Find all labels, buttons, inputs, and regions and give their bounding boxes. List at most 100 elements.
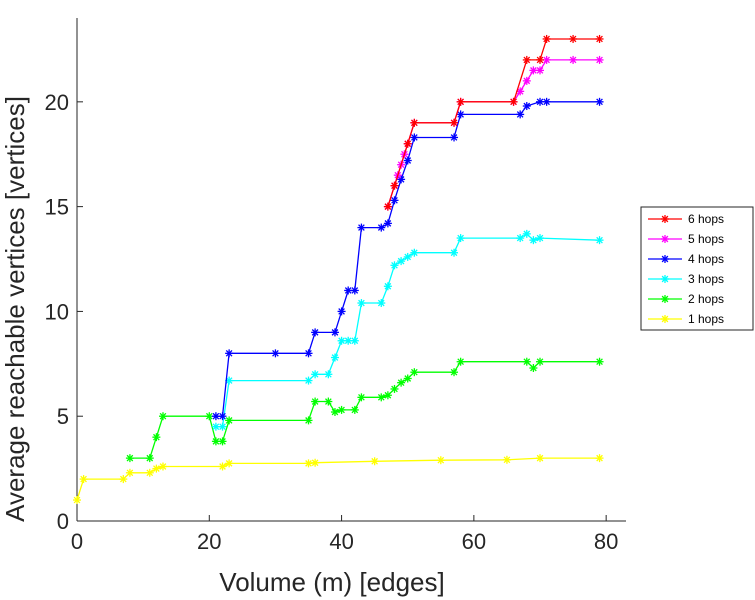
data-point [330, 408, 339, 417]
series-6-hops [383, 34, 604, 211]
data-point [522, 229, 531, 238]
series-4-hops [211, 97, 604, 421]
legend-entry: 4 hops [648, 252, 724, 266]
data-point [450, 133, 459, 142]
data-point [450, 368, 459, 377]
data-point [152, 433, 161, 442]
data-point [410, 118, 419, 127]
data-point [344, 286, 353, 295]
data-point [145, 468, 154, 477]
data-point [337, 405, 346, 414]
data-point [304, 376, 313, 385]
data-point [522, 55, 531, 64]
data-point [595, 357, 604, 366]
data-point [218, 437, 227, 446]
data-point [370, 457, 379, 466]
data-point [158, 462, 167, 471]
data-point [218, 462, 227, 471]
legend-entry: 3 hops [648, 272, 724, 286]
data-point [529, 236, 538, 245]
data-point [383, 391, 392, 400]
data-point [595, 97, 604, 106]
data-point [125, 454, 134, 463]
data-point [383, 202, 392, 211]
plot-area: 0 20 40 60 80 0 5 10 15 20 [45, 18, 626, 554]
legend-swatch-marker [661, 275, 669, 283]
series-line [387, 59, 600, 207]
x-tick-label: 40 [329, 529, 353, 554]
legend-swatch-marker [661, 255, 669, 263]
data-point [145, 454, 154, 463]
data-point [403, 139, 412, 148]
data-point [377, 393, 386, 402]
data-point [377, 299, 386, 308]
data-point [225, 416, 234, 425]
data-point [403, 156, 412, 165]
x-tick-label: 0 [71, 529, 83, 554]
data-point [218, 422, 227, 431]
data-point [397, 257, 406, 266]
data-point [536, 454, 545, 463]
data-point [397, 378, 406, 387]
data-point [456, 110, 465, 119]
data-point [158, 412, 167, 421]
data-point [516, 234, 525, 243]
legend-label: 4 hops [688, 252, 724, 266]
data-point [456, 357, 465, 366]
data-point [595, 236, 604, 245]
legend-swatch-marker [661, 315, 669, 323]
data-point [502, 455, 511, 464]
data-point [522, 357, 531, 366]
data-point [73, 496, 81, 505]
data-point [225, 459, 234, 468]
data-point [436, 456, 445, 465]
data-point [218, 412, 227, 421]
data-point [330, 353, 339, 362]
y-tick-label: 10 [45, 299, 69, 324]
data-point [311, 458, 320, 467]
data-point [403, 252, 412, 261]
data-point [542, 55, 551, 64]
legend-entry: 1 hops [648, 312, 724, 326]
y-tick-label: 0 [57, 509, 69, 534]
series-layer [73, 34, 604, 505]
data-point [410, 368, 419, 377]
data-point [304, 416, 313, 425]
x-tick-label: 20 [197, 529, 221, 554]
series-line [215, 233, 600, 428]
data-point [350, 286, 359, 295]
data-point [377, 223, 386, 232]
data-point [529, 364, 538, 373]
data-point [595, 454, 604, 463]
legend-swatch-marker [661, 295, 669, 303]
legend-label: 2 hops [688, 292, 724, 306]
data-point [324, 370, 333, 379]
data-point [542, 97, 551, 106]
series-3-hops [211, 229, 604, 431]
legend-label: 1 hops [688, 312, 724, 326]
data-point [450, 118, 459, 127]
data-point [390, 384, 399, 393]
data-point [119, 475, 128, 484]
legend-entry: 6 hops [648, 212, 724, 226]
data-point [324, 397, 333, 406]
data-point [595, 55, 604, 64]
legend-label: 3 hops [688, 272, 724, 286]
data-point [152, 464, 161, 473]
series-1-hops [73, 454, 604, 505]
data-point [569, 55, 578, 64]
legend: 6 hops 5 hops 4 hops 3 hops 2 hops 1 hops [640, 206, 754, 331]
series-line [387, 38, 600, 207]
data-point [357, 223, 366, 232]
data-point [456, 234, 465, 243]
data-point [522, 102, 531, 111]
data-point [211, 422, 220, 431]
legend-entry: 2 hops [648, 292, 724, 306]
axis-ticks: 0 20 40 60 80 0 5 10 15 20 [45, 90, 619, 554]
data-point [79, 475, 88, 484]
data-point [536, 234, 545, 243]
series-2-hops [125, 357, 604, 463]
data-point [383, 219, 392, 228]
series-5-hops [383, 55, 604, 211]
data-point [311, 397, 320, 406]
